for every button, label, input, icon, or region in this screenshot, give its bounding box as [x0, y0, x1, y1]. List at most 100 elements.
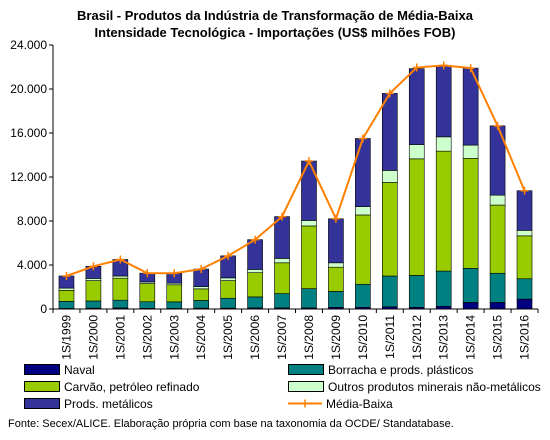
chart-subtitle: Intensidade Tecnológica - Importações (U…: [94, 25, 456, 40]
legend-label-media-baixa: Média-Baixa: [326, 397, 393, 411]
bar-segment: [247, 239, 263, 270]
x-tick-label: 1S/2003: [167, 315, 181, 360]
line-marker: [439, 61, 448, 70]
x-tick-label: 1S/2009: [329, 315, 343, 360]
x-tick-label: 1S/2010: [356, 315, 370, 360]
x-tick-label: 1S/2005: [221, 315, 235, 360]
bar-segment: [220, 277, 236, 281]
bar-segment: [462, 158, 479, 269]
bar-segment: [85, 300, 102, 309]
bar-segment: [328, 218, 344, 264]
legend-swatch-outros: [288, 381, 324, 393]
y-tick-label: 16.000: [10, 126, 47, 140]
x-tick-label: 1S/2008: [302, 315, 316, 360]
bar-segment: [489, 302, 506, 310]
legend-label-naval: Naval: [64, 363, 95, 377]
legend-label-metalicos: Prods. metálicos: [64, 397, 153, 411]
x-tick-label: 1S/2004: [194, 315, 208, 360]
bar-segment: [435, 136, 452, 152]
bar-segment: [516, 278, 533, 300]
line-marker: [116, 255, 125, 264]
bar-segment: [193, 288, 209, 301]
bar-segment: [462, 302, 479, 310]
bar-segment: [274, 216, 290, 259]
bar-segment: [301, 225, 317, 289]
legend-swatch-metalicos: [24, 398, 60, 410]
bar-segment: [112, 275, 129, 279]
bar-segment: [462, 267, 479, 303]
line-marker: [520, 186, 529, 195]
y-tick-label: 12.000: [10, 170, 47, 184]
x-tick-label: 1S/2001: [113, 315, 127, 360]
bar-segment: [112, 277, 129, 301]
bar-segment: [435, 150, 452, 272]
x-tick-label: 1S/2006: [248, 315, 262, 360]
x-tick-label: 1S/2013: [437, 315, 451, 360]
bar-segment: [382, 275, 398, 308]
bar-segment: [274, 293, 290, 309]
bar-segment: [301, 220, 317, 227]
bar-segment: [462, 144, 479, 159]
line-marker: [62, 272, 71, 280]
bar-segment: [489, 272, 506, 303]
line-marker: [385, 89, 394, 98]
y-tick-label: 4.000: [17, 258, 47, 272]
legend-swatch-carvao: [24, 381, 60, 393]
line-marker: [278, 212, 287, 221]
x-tick-label: 1S/2015: [491, 315, 505, 360]
bar-segment: [193, 286, 209, 290]
line-marker: [412, 63, 421, 72]
legend-item-carvao: Carvão, petróleo refinado: [24, 380, 199, 394]
y-tick-label: 8.000: [17, 214, 47, 228]
legend-swatch-naval: [24, 364, 60, 376]
bar-segment: [435, 270, 452, 307]
bar-segment: [220, 297, 236, 309]
bar-segment: [516, 298, 533, 310]
bar-segment: [489, 194, 506, 206]
chart-legend: Naval Borracha e prods. plásticos Carvão…: [24, 363, 544, 413]
x-tick-label: 1S/2007: [275, 315, 289, 360]
bar-segment: [247, 269, 263, 273]
y-tick-label: 24.000: [10, 38, 47, 52]
line-marker: [331, 214, 340, 223]
bar-segment: [247, 296, 263, 309]
bar-segment: [112, 299, 129, 309]
legend-item-naval: Naval: [24, 363, 95, 377]
chart-title: Brasil - Produtos da Indústria de Transf…: [77, 8, 473, 23]
y-tick-label: 0: [40, 302, 47, 316]
bar-segment: [516, 230, 533, 237]
bar-segment: [382, 182, 398, 277]
legend-label-carvao: Carvão, petróleo refinado: [64, 380, 200, 394]
bar-segment: [408, 68, 425, 145]
bar-segment: [58, 289, 75, 302]
line-marker: [304, 157, 313, 166]
line-marker: [197, 265, 206, 274]
bar-segment: [274, 262, 290, 294]
x-tick-label: 1S/2002: [140, 315, 154, 360]
bar-segment: [328, 266, 344, 292]
legend-label-borracha: Borracha e prods. plásticos: [328, 363, 474, 377]
y-tick-label: 20.000: [10, 82, 47, 96]
bar-segment: [435, 65, 452, 138]
bar-segment: [220, 280, 236, 299]
bar-segment: [355, 138, 371, 207]
bar-segment: [408, 144, 425, 160]
bar-segment: [489, 204, 506, 274]
bar-segment: [85, 280, 102, 302]
legend-item-outros: Outros produtos minerais não-metálicos: [288, 380, 541, 394]
line-marker: [89, 262, 98, 271]
bar-segment: [408, 158, 425, 276]
bar-segment: [408, 275, 425, 308]
bar-segment: [516, 190, 533, 231]
bar-segment: [516, 235, 533, 280]
legend-item-media-baixa: Média-Baixa: [288, 397, 393, 411]
bar-segment: [328, 291, 344, 308]
bar-segment: [355, 214, 371, 285]
line-marker: [466, 64, 475, 73]
x-tick-label: 1S/2014: [464, 315, 478, 360]
line-marker: [251, 235, 260, 244]
bar-segment: [274, 258, 290, 264]
legend-line-media-baixa: [288, 399, 322, 408]
source-note: Fonte: Secex/ALICE. Elaboração própria c…: [8, 418, 454, 430]
